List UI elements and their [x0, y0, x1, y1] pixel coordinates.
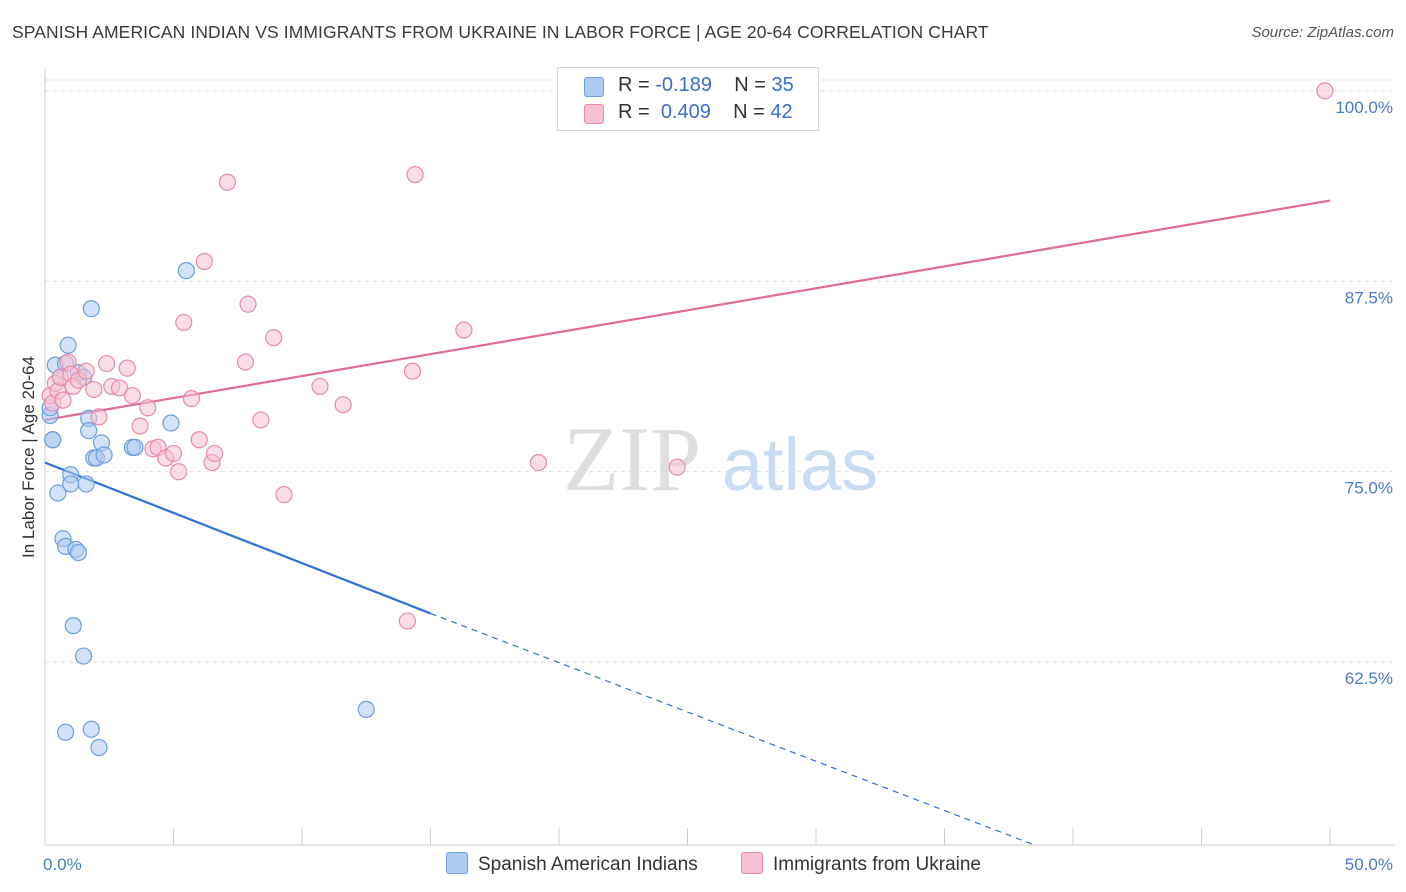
data-point-pink: [131, 417, 149, 435]
y-tick-label: 75.0%: [1345, 479, 1393, 498]
data-point-blue: [74, 647, 93, 665]
data-point-pink: [170, 463, 188, 481]
legend-r-label: R =: [618, 74, 656, 96]
data-point-blue: [49, 484, 67, 502]
data-point-blue: [64, 617, 82, 635]
data-point-pink: [110, 379, 129, 397]
legend-label: Spanish American Indians: [478, 854, 698, 875]
legend-item-spanish-american-indians[interactable]: Spanish American Indians: [446, 852, 698, 876]
trend-line-blue: [44, 461, 431, 615]
legend-r-value: -0.189: [655, 74, 712, 96]
data-point-pink: [1316, 82, 1334, 100]
data-point-pink: [529, 453, 548, 472]
x-tick-label-left: 0.0%: [43, 855, 82, 874]
data-point-blue: [82, 720, 100, 738]
correlation-legend: R = -0.189 N = 35 R = 0.409 N = 42: [557, 67, 819, 131]
axes-layer: [44, 68, 1395, 846]
legend-n-label: N =: [733, 101, 771, 123]
legend-item-immigrants-from-ukraine[interactable]: Immigrants from Ukraine: [741, 852, 981, 876]
points-layer: [41, 82, 1334, 757]
legend-n-label: N =: [734, 74, 772, 96]
data-point-blue: [59, 336, 77, 354]
data-point-pink: [195, 252, 213, 271]
legend-n-value: 42: [770, 101, 793, 123]
data-point-pink: [398, 612, 416, 630]
data-point-blue: [44, 431, 62, 449]
data-point-pink: [455, 321, 473, 339]
data-point-pink: [236, 353, 255, 371]
data-point-pink: [123, 386, 141, 405]
data-point-blue: [80, 422, 98, 440]
data-point-pink: [175, 313, 193, 332]
data-point-pink: [54, 391, 72, 409]
data-point-pink: [164, 444, 183, 463]
data-point-blue: [162, 414, 180, 432]
y-axis-label: In Labor Force | Age 20-64: [19, 356, 38, 558]
grid-layer: [45, 79, 1395, 663]
legend-r-label: R =: [618, 101, 656, 123]
data-point-blue: [82, 300, 100, 318]
tick-labels: 100.0% 87.5% 75.0% 62.5% 0.0% 50.0% In Labor F…: [19, 98, 1393, 874]
data-point-pink: [77, 362, 95, 380]
data-point-pink: [239, 295, 257, 313]
data-point-pink: [85, 380, 103, 399]
trend-line-extension-blue: [430, 612, 1035, 846]
watermark-atlas: atlas: [722, 423, 878, 506]
data-point-blue: [69, 543, 88, 562]
data-point-pink: [252, 411, 270, 429]
data-point-blue: [56, 723, 75, 741]
data-point-blue: [90, 738, 108, 757]
data-point-blue: [95, 446, 113, 464]
legend-swatch-blue: [584, 77, 604, 97]
data-point-pink: [668, 458, 686, 476]
x-tick-label-right: 50.0%: [1345, 855, 1393, 874]
data-point-pink: [311, 377, 329, 396]
data-point-blue: [177, 262, 195, 280]
legend-swatch-pink: [741, 852, 763, 874]
data-point-pink: [403, 362, 422, 380]
watermark: ZIP atlas: [563, 408, 878, 510]
data-point-pink: [406, 166, 424, 184]
data-point-pink: [182, 390, 201, 408]
data-point-blue: [357, 700, 375, 719]
y-tick-label: 62.5%: [1345, 669, 1393, 688]
legend-swatch-pink: [584, 104, 604, 124]
data-point-blue: [62, 475, 80, 493]
trend-line-pink: [44, 199, 1331, 422]
legend-swatch-blue: [446, 852, 468, 874]
legend-label: Immigrants from Ukraine: [773, 854, 981, 875]
data-point-pink: [90, 408, 108, 426]
data-point-blue: [77, 475, 95, 493]
data-point-pink: [139, 399, 157, 417]
data-point-pink: [275, 485, 293, 504]
trend-lines: [44, 199, 1331, 846]
data-point-blue: [126, 438, 144, 456]
watermark-zip: ZIP: [563, 408, 701, 510]
chart-title: SPANISH AMERICAN INDIAN VS IMMIGRANTS FR…: [12, 22, 989, 42]
data-point-pink: [98, 354, 116, 373]
data-point-pink: [334, 396, 352, 414]
source-label: Source: ZipAtlas.com: [1251, 24, 1394, 41]
y-tick-label: 100.0%: [1335, 98, 1393, 117]
legend-r-value: 0.409: [660, 101, 711, 123]
data-point-pink: [218, 173, 237, 191]
data-point-pink: [190, 431, 208, 449]
data-point-pink: [118, 359, 136, 377]
legend-n-value: 35: [771, 74, 794, 96]
data-point-pink: [206, 444, 224, 463]
data-point-pink: [265, 329, 283, 347]
y-tick-label: 87.5%: [1345, 288, 1393, 307]
